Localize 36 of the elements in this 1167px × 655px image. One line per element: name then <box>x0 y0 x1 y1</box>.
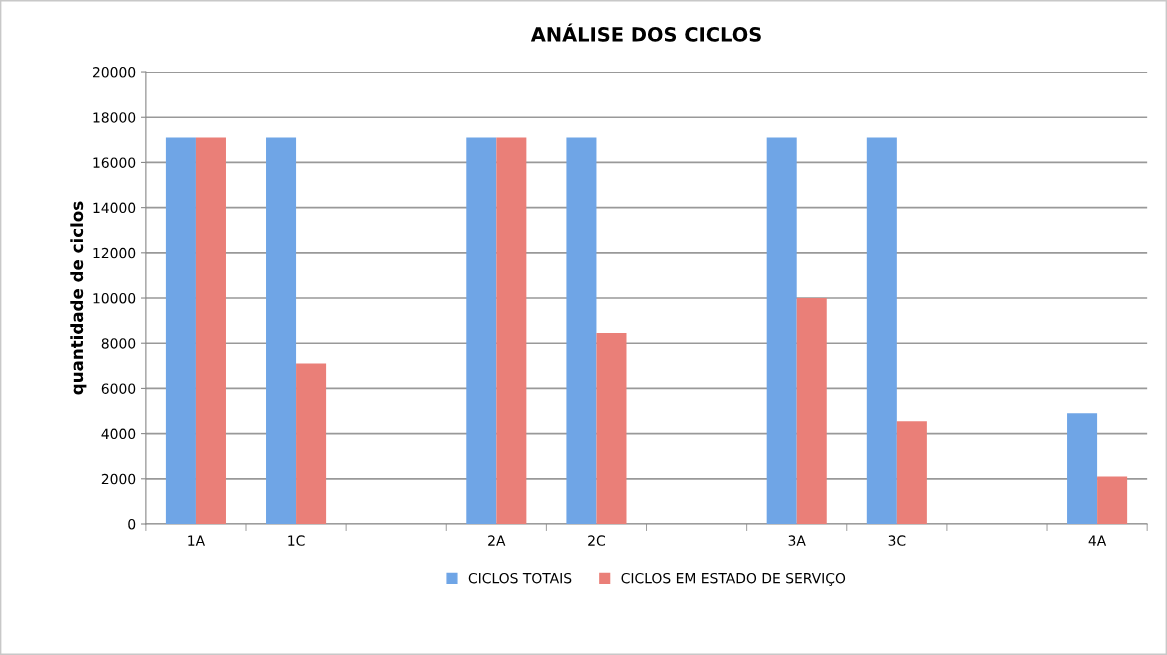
y-tick-label: 12000 <box>93 247 136 259</box>
y-tick-label: 4000 <box>101 428 136 440</box>
chart-title: ANÁLISE DOS CICLOS <box>530 23 761 42</box>
y-tick-label: 8000 <box>101 338 136 349</box>
bar <box>796 298 827 524</box>
bar <box>165 137 196 524</box>
y-tick-label: 20000 <box>92 67 136 78</box>
y-tick-label: 0 <box>128 518 136 530</box>
bar <box>596 333 627 524</box>
y-tick-label: 2000 <box>101 473 136 485</box>
y-tick-label: 10000 <box>93 292 136 304</box>
legend-label: CICLOS EM ESTADO DE SERVIÇO <box>621 572 846 586</box>
x-tick-label: 1A <box>188 535 205 546</box>
bar <box>1067 413 1098 524</box>
bar <box>1097 476 1128 524</box>
bar <box>195 137 226 524</box>
bar <box>466 137 497 524</box>
y-axis-title: quantidade de ciclos <box>70 201 87 395</box>
x-tick-label: 1C <box>288 535 305 546</box>
bar <box>566 137 597 524</box>
y-tick-label: 18000 <box>93 112 136 123</box>
x-tick-label: 2A <box>488 535 506 546</box>
x-tick-label: 3C <box>888 535 906 546</box>
y-tick-label: 16000 <box>93 157 136 168</box>
bar <box>896 421 927 524</box>
bar <box>866 137 897 524</box>
y-tick-label: 6000 <box>101 383 136 394</box>
y-tick-label: 14000 <box>93 202 136 214</box>
bar <box>266 137 297 524</box>
x-tick-label: 4A <box>1088 535 1107 546</box>
bar <box>496 137 527 524</box>
x-tick-label: 3A <box>788 535 806 546</box>
x-tick-label: 2C <box>588 535 605 546</box>
bar <box>296 363 327 524</box>
legend-label: CICLOS TOTAIS <box>468 572 572 584</box>
bar <box>766 137 797 524</box>
